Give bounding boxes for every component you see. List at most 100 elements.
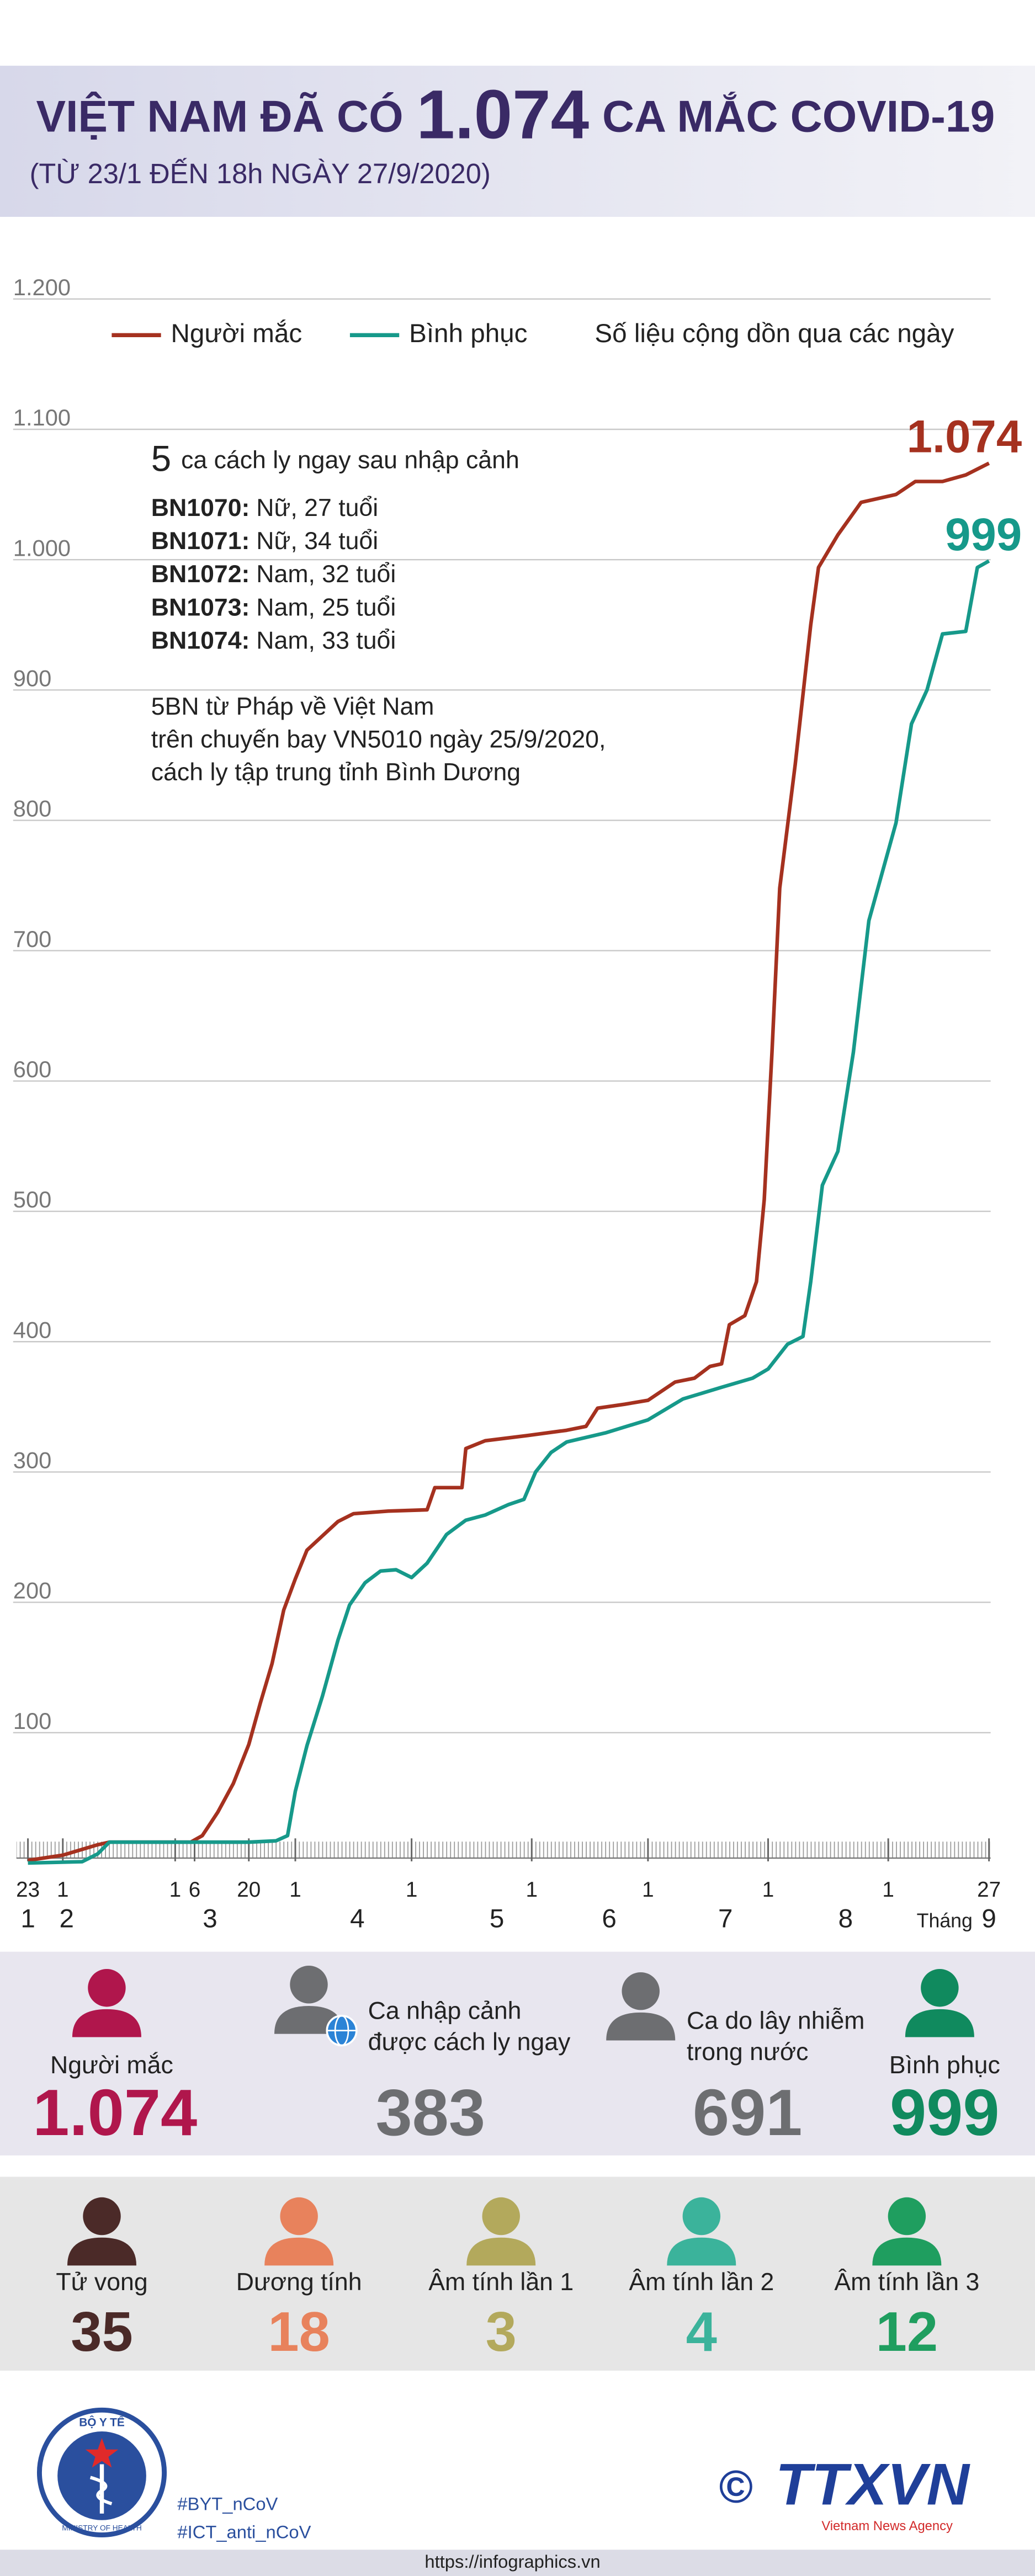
end-label: 1.074 [907, 411, 1022, 462]
x-tick-label: 1 [289, 1878, 301, 1902]
person-icon [667, 2197, 736, 2266]
status-value: 12 [876, 2301, 938, 2363]
person-icon [872, 2197, 942, 2266]
status-value: 35 [71, 2301, 133, 2363]
month-label: 7 [718, 1904, 733, 1934]
summary-band [0, 1951, 1035, 2155]
y-tick-label: 800 [13, 796, 52, 822]
y-tick-label: 200 [13, 1578, 52, 1604]
status-label: Dương tính [236, 2269, 362, 2296]
icon-body [872, 2237, 942, 2266]
y-tick-label: 400 [13, 1317, 52, 1343]
person-icon [67, 2197, 137, 2266]
hashtag: #ICT_anti_nCoV [177, 2521, 311, 2542]
summary-value: 999 [890, 2076, 1000, 2149]
y-tick-label: 1.100 [13, 405, 71, 430]
month-axis-label: Tháng [917, 1910, 973, 1932]
month-label: 3 [203, 1904, 217, 1934]
icon-body [606, 2012, 676, 2041]
y-tick-label: 600 [13, 1056, 52, 1082]
annotation-line: cách ly tập trung tỉnh Bình Dương [151, 759, 521, 786]
x-tick-label: 23 [16, 1878, 40, 1902]
icon-head [682, 2197, 721, 2236]
x-tick-label: 1 [882, 1878, 894, 1902]
x-tick-label: 1 [57, 1878, 69, 1902]
patient-id: BN1072: [151, 561, 250, 588]
summary-value: 691 [693, 2076, 803, 2149]
month-label: 9 [981, 1904, 996, 1934]
person-icon [274, 1966, 344, 2034]
logo-snake [89, 2476, 113, 2505]
icon-head [921, 1968, 959, 2007]
patient-detail: Nữ, 27 tuổi [256, 494, 378, 521]
summary-label: Người mắc [50, 2052, 173, 2079]
footer-bar [0, 2550, 1035, 2576]
icon-body [72, 2009, 141, 2037]
x-tick-label: 6 [189, 1878, 201, 1902]
icon-head [888, 2197, 926, 2236]
series-line [28, 461, 990, 1862]
copyright-mark: © [719, 2461, 753, 2513]
month-label: 8 [838, 1904, 853, 1934]
month-label: 2 [60, 1904, 74, 1934]
summary-label: trong nước [687, 2039, 808, 2066]
patient-line: BN1072: Nam, 32 tuổi [151, 561, 396, 588]
patient-detail: Nữ, 34 tuổi [256, 528, 378, 555]
legend-label: Bình phục [409, 319, 527, 348]
annotation-line: 5BN từ Pháp về Việt Nam [151, 693, 434, 720]
person-icon [72, 1968, 141, 2037]
chart-note: Số liệu cộng dồn qua các ngày [595, 319, 954, 348]
ministry-logo: BỘ Y TẾ MINISTRY OF HEALTH [36, 2407, 167, 2538]
agency-name-en: Vietnam News Agency [821, 2519, 953, 2534]
summary-label: được cách ly ngay [368, 2029, 571, 2056]
patient-line: BN1071: Nữ, 34 tuổi [151, 528, 378, 555]
patient-id: BN1074: [151, 627, 250, 654]
x-tick-label: 1 [762, 1878, 774, 1902]
subtitle: (TỪ 23/1 ĐẾN 18h NGÀY 27/9/2020) [30, 158, 491, 189]
end-label: 999 [945, 509, 1022, 560]
day-tick-band [16, 1841, 991, 1859]
summary-label: Bình phục [889, 2052, 1000, 2079]
series-line [28, 559, 990, 1865]
patient-detail: Nam, 33 tuổi [256, 627, 396, 654]
y-tick-label: 900 [13, 665, 52, 691]
month-label: 1 [20, 1904, 35, 1934]
person-icon [466, 2197, 536, 2266]
month-label: 5 [490, 1904, 504, 1934]
legend-label: Người mắc [171, 318, 302, 348]
status-label: Âm tính lần 2 [629, 2269, 774, 2296]
icon-body [667, 2237, 736, 2266]
hashtag: #BYT_nCoV [177, 2494, 278, 2514]
icon-head [280, 2197, 318, 2236]
x-tick-label: 1 [169, 1878, 182, 1902]
summary-value: 383 [375, 2076, 485, 2149]
x-tick-label: 20 [237, 1878, 261, 1902]
patient-line: BN1070: Nữ, 27 tuổi [151, 494, 378, 521]
status-value: 18 [268, 2301, 330, 2363]
status-label: Âm tính lần 1 [428, 2269, 574, 2296]
patient-line: BN1073: Nam, 25 tuổi [151, 594, 396, 621]
summary-label: Ca do lây nhiễm [687, 2008, 864, 2035]
logo-star [85, 2437, 119, 2468]
y-tick-label: 300 [13, 1447, 52, 1473]
summary-label: Ca nhập cảnh [368, 1998, 522, 2025]
patient-id: BN1070: [151, 494, 250, 521]
icon-body [466, 2237, 536, 2266]
footer-url[interactable]: https://infographics.vn [424, 2551, 600, 2572]
ministry-name: BỘ Y TẾ [79, 2416, 125, 2429]
x-tick-label: 1 [642, 1878, 654, 1902]
summary-value: 1.074 [33, 2076, 197, 2149]
agency-logo: TTXVN [776, 2451, 971, 2518]
person-icon [606, 1972, 676, 2041]
icon-body [264, 2237, 334, 2266]
annotation-heading: 5 ca cách ly ngay sau nhập cảnh [151, 439, 519, 479]
patient-id: BN1073: [151, 594, 250, 621]
status-value: 4 [686, 2301, 717, 2363]
title: VIỆT NAM ĐÃ CÓ 1.074 CA MẮC COVID-19 [36, 76, 995, 153]
patient-line: BN1074: Nam, 33 tuổi [151, 627, 396, 654]
person-icon [905, 1968, 974, 2037]
icon-head [83, 2197, 121, 2236]
patient-id: BN1071: [151, 528, 250, 555]
header-band [0, 66, 1035, 217]
x-tick-label: 1 [406, 1878, 418, 1902]
